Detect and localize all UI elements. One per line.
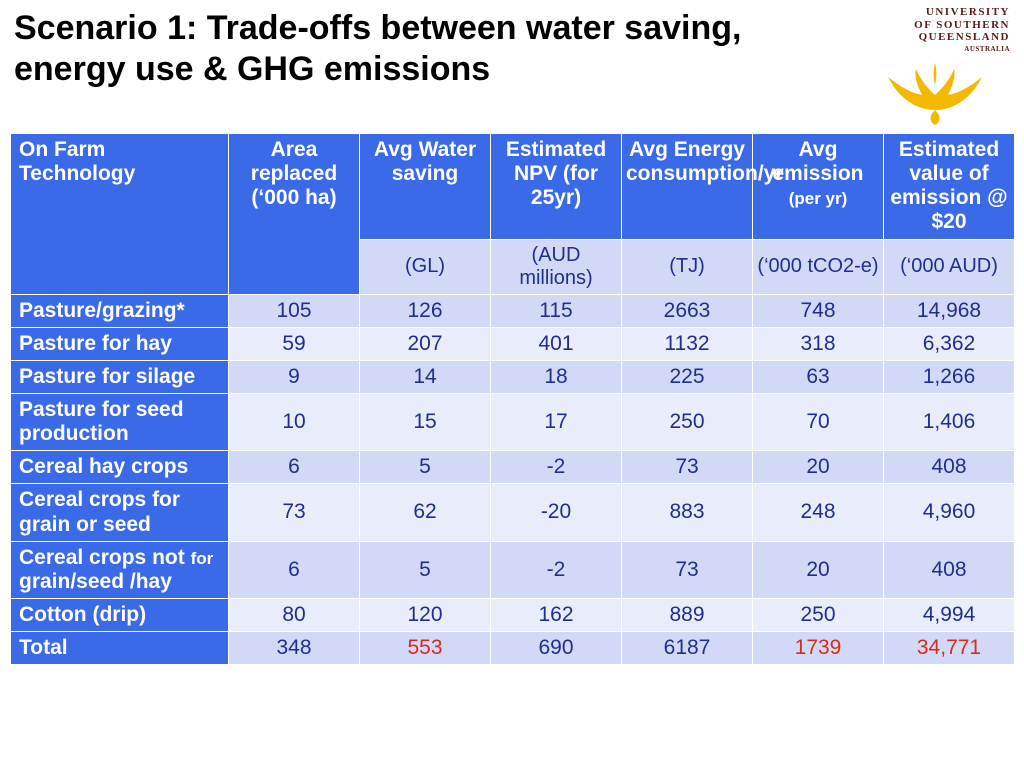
cell-value: 1132 [622,327,753,360]
column-header: Estimated value of emission @ $20 [884,133,1015,239]
row-label: Pasture for silage [11,360,229,393]
table-row: Cereal crops not for grain/seed /hay65-2… [11,541,1015,598]
cell-value: 20 [753,541,884,598]
page-title: Scenario 1: Trade-offs between water sav… [14,8,860,90]
cell-value: 408 [884,451,1015,484]
cell-value: 63 [753,360,884,393]
cell-value: 73 [622,541,753,598]
slide: Scenario 1: Trade-offs between water sav… [0,0,1024,768]
cell-value: 162 [491,598,622,631]
cell-value: 17 [491,393,622,450]
cell-value: 401 [491,327,622,360]
cell-value: 18 [491,360,622,393]
cell-value: 9 [229,360,360,393]
logo-text: UNIVERSITY OF SOUTHERN QUEENSLAND AUSTRA… [860,6,1010,53]
row-label: Cereal crops for grain or seed [11,484,229,541]
cell-value: -2 [491,451,622,484]
cell-value: 4,960 [884,484,1015,541]
table-row: Cereal hay crops65-27320408 [11,451,1015,484]
cell-value: 553 [360,632,491,665]
cell-value: 70 [753,393,884,450]
cell-value: 14,968 [884,294,1015,327]
cell-value: 250 [622,393,753,450]
cell-value: 73 [622,451,753,484]
column-header: Avg emission (per yr) [753,133,884,239]
cell-value: 34,771 [884,632,1015,665]
cell-value: 59 [229,327,360,360]
column-header: Area replaced (‘000 ha) [229,133,360,294]
cell-value: 120 [360,598,491,631]
column-header: Avg Water saving [360,133,491,239]
column-header: Estimated NPV (for 25yr) [491,133,622,239]
cell-value: 105 [229,294,360,327]
table-row: Total3485536906187173934,771 [11,632,1015,665]
cell-value: 250 [753,598,884,631]
table-row: Pasture for seed production101517250701,… [11,393,1015,450]
cell-value: 15 [360,393,491,450]
cell-value: 1,406 [884,393,1015,450]
row-label: Cereal hay crops [11,451,229,484]
cell-value: 6,362 [884,327,1015,360]
cell-value: 2663 [622,294,753,327]
cell-value: 1,266 [884,360,1015,393]
row-label: Pasture/grazing* [11,294,229,327]
column-unit: (GL) [360,239,491,294]
cell-value: 883 [622,484,753,541]
cell-value: 73 [229,484,360,541]
row-label: Cotton (drip) [11,598,229,631]
logo-line3: QUEENSLAND [919,31,1010,43]
cell-value: 225 [622,360,753,393]
table-row: Cotton (drip)801201628892504,994 [11,598,1015,631]
cell-value: 4,994 [884,598,1015,631]
table-row: Pasture for silage91418225631,266 [11,360,1015,393]
cell-value: 6187 [622,632,753,665]
cell-value: 62 [360,484,491,541]
table-head: On Farm TechnologyArea replaced (‘000 ha… [11,133,1015,294]
cell-value: -2 [491,541,622,598]
cell-value: 348 [229,632,360,665]
table-body: Pasture/grazing*105126115266374814,968Pa… [11,294,1015,665]
cell-value: 207 [360,327,491,360]
cell-value: -20 [491,484,622,541]
header-row: Scenario 1: Trade-offs between water sav… [0,0,1024,129]
column-unit: (‘000 tCO2-e) [753,239,884,294]
cell-value: 5 [360,451,491,484]
cell-value: 20 [753,451,884,484]
column-header: On Farm Technology [11,133,229,294]
logo-line1: UNIVERSITY [926,6,1010,18]
table-row: Pasture/grazing*105126115266374814,968 [11,294,1015,327]
tradeoffs-table: On Farm TechnologyArea replaced (‘000 ha… [10,133,1015,665]
column-unit: (TJ) [622,239,753,294]
cell-value: 408 [884,541,1015,598]
cell-value: 14 [360,360,491,393]
logo-line2: OF SOUTHERN [914,19,1010,31]
row-label: Total [11,632,229,665]
cell-value: 889 [622,598,753,631]
row-label: Cereal crops not for grain/seed /hay [11,541,229,598]
row-label: Pasture for seed production [11,393,229,450]
cell-value: 126 [360,294,491,327]
phoenix-icon [860,55,1010,125]
column-header: Avg Energy consumption/yr [622,133,753,239]
logo-sub: AUSTRALIA [860,45,1010,53]
column-unit: (‘000 AUD) [884,239,1015,294]
cell-value: 5 [360,541,491,598]
column-unit: (AUD millions) [491,239,622,294]
cell-value: 748 [753,294,884,327]
cell-value: 690 [491,632,622,665]
cell-value: 115 [491,294,622,327]
cell-value: 6 [229,451,360,484]
table-row: Cereal crops for grain or seed7362-20883… [11,484,1015,541]
cell-value: 10 [229,393,360,450]
cell-value: 6 [229,541,360,598]
cell-value: 1739 [753,632,884,665]
table-row: Pasture for hay5920740111323186,362 [11,327,1015,360]
cell-value: 318 [753,327,884,360]
cell-value: 248 [753,484,884,541]
row-label: Pasture for hay [11,327,229,360]
university-logo: UNIVERSITY OF SOUTHERN QUEENSLAND AUSTRA… [860,6,1010,125]
cell-value: 80 [229,598,360,631]
